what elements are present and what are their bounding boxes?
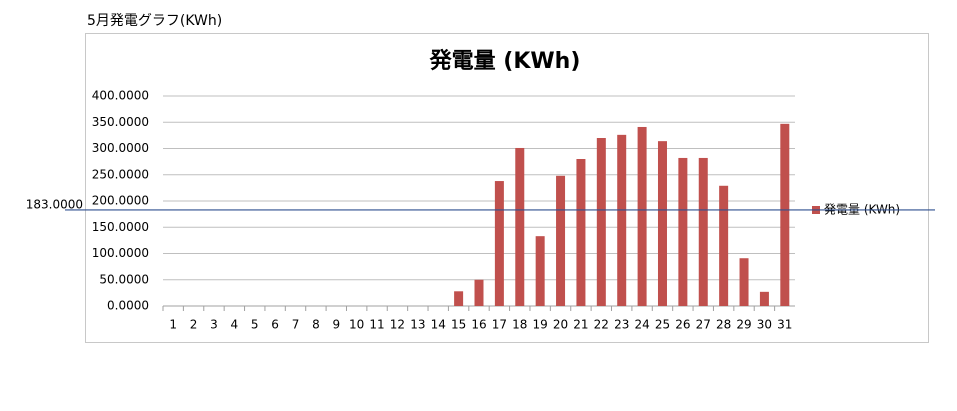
x-tick-label: 4 xyxy=(231,318,239,332)
x-tick-label: 9 xyxy=(332,318,340,332)
x-tick-label: 23 xyxy=(614,318,629,332)
bar xyxy=(535,236,545,306)
x-tick-label: 30 xyxy=(757,318,772,332)
x-tick-label: 26 xyxy=(675,318,690,332)
y-tick-label: 350.0000 xyxy=(92,115,149,129)
bar xyxy=(576,159,586,306)
chart-frame xyxy=(85,33,929,343)
bar xyxy=(454,291,464,306)
bar xyxy=(556,175,566,306)
x-tick-label: 8 xyxy=(312,318,320,332)
x-tick-label: 19 xyxy=(533,318,548,332)
page-heading: 5月発電グラフ(KWh) xyxy=(87,13,222,29)
reference-label: 183.0000 xyxy=(26,197,83,211)
y-tick-label: 100.0000 xyxy=(92,246,149,260)
x-tick-label: 2 xyxy=(190,318,198,332)
x-tick-label: 6 xyxy=(271,318,279,332)
y-tick-label: 300.0000 xyxy=(92,141,149,155)
bar xyxy=(617,134,627,306)
bar xyxy=(596,138,606,306)
x-tick-label: 10 xyxy=(349,318,364,332)
x-tick-label: 3 xyxy=(210,318,218,332)
x-tick-label: 29 xyxy=(736,318,751,332)
x-tick-label: 20 xyxy=(553,318,568,332)
bar xyxy=(637,126,647,306)
x-tick-label: 24 xyxy=(634,318,649,332)
x-tick-label: 17 xyxy=(492,318,507,332)
x-tick-label: 11 xyxy=(369,318,384,332)
y-tick-label: 250.0000 xyxy=(92,167,149,181)
x-tick-label: 15 xyxy=(451,318,466,332)
bar xyxy=(719,185,729,306)
chart-title: 発電量 (KWh) xyxy=(429,49,581,74)
y-tick-label: 50.0000 xyxy=(99,272,149,286)
x-tick-label: 25 xyxy=(655,318,670,332)
y-tick-label: 150.0000 xyxy=(92,220,149,234)
y-tick-label: 200.0000 xyxy=(92,194,149,208)
x-tick-label: 21 xyxy=(573,318,588,332)
x-tick-label: 16 xyxy=(471,318,486,332)
x-tick-label: 27 xyxy=(696,318,711,332)
bar xyxy=(474,279,484,306)
bar xyxy=(657,141,667,306)
bar xyxy=(515,147,525,306)
x-tick-label: 28 xyxy=(716,318,731,332)
x-tick-label: 14 xyxy=(431,318,446,332)
bar xyxy=(759,291,769,306)
bar xyxy=(739,258,749,306)
x-tick-label: 13 xyxy=(410,318,425,332)
x-tick-label: 31 xyxy=(777,318,792,332)
bar xyxy=(698,157,708,306)
bar xyxy=(678,157,688,306)
x-tick-label: 1 xyxy=(169,318,177,332)
y-tick-label: 0.0000 xyxy=(107,299,149,313)
x-tick-label: 18 xyxy=(512,318,527,332)
x-tick-label: 5 xyxy=(251,318,259,332)
x-tick-label: 12 xyxy=(390,318,405,332)
bar xyxy=(494,181,504,306)
bar xyxy=(780,123,790,306)
y-tick-label: 400.0000 xyxy=(92,89,149,103)
x-tick-label: 7 xyxy=(292,318,300,332)
x-tick-label: 22 xyxy=(594,318,609,332)
